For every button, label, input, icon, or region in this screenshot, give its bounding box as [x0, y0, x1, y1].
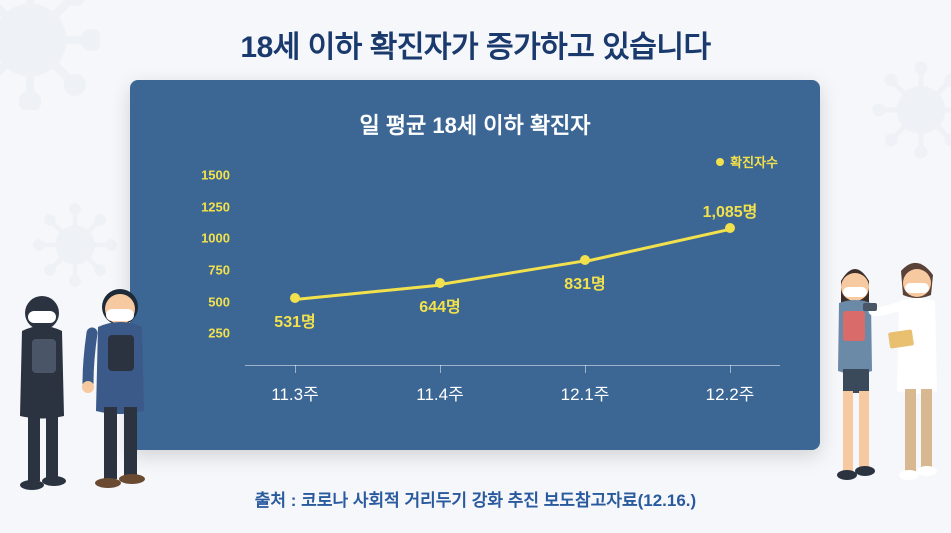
page-title: 18세 이하 확진자가 증가하고 있습니다 — [0, 0, 951, 66]
y-tick-label: 1500 — [201, 168, 230, 183]
y-tick-label: 1000 — [201, 231, 230, 246]
chart-legend: 확진자수 — [716, 152, 778, 171]
plot-region: 531명 644명 831명 1,085명 — [245, 175, 780, 365]
chart-point-label: 531명 — [274, 308, 315, 332]
chart-title: 일 평균 18세 이하 확진자 — [130, 80, 820, 140]
y-axis: 250500750100012501500 — [190, 175, 240, 365]
chart-card: 일 평균 18세 이하 확진자 확진자수 250 500 750 1000 1250 15… — [130, 80, 820, 450]
y-tick-label: 500 — [208, 294, 230, 309]
chart-point — [290, 293, 300, 303]
chart-line-segment — [585, 228, 731, 263]
chart-area: 250500750100012501500 531명644명831명1,085명… — [190, 175, 780, 405]
chart-point — [725, 223, 735, 233]
y-tick-label: 750 — [208, 263, 230, 278]
chart-point-label: 1,085명 — [703, 198, 758, 222]
x-axis: 11.3주 11.4주 12.1주 12.2주 — [245, 365, 780, 405]
legend-label: 확진자수 — [730, 152, 778, 171]
legend-marker — [716, 158, 724, 166]
chart-point — [580, 255, 590, 265]
x-tick-label: 11.4주 — [416, 380, 463, 405]
chart-point — [435, 278, 445, 288]
chart-point-label: 831명 — [564, 270, 605, 294]
x-tick-label: 11.3주 — [271, 380, 318, 405]
virus-decoration — [0, 0, 100, 110]
x-tick-label: 12.1주 — [561, 380, 610, 405]
y-tick-label: 250 — [208, 326, 230, 341]
people-illustration-right — [817, 251, 947, 491]
y-tick-label: 1250 — [201, 199, 230, 214]
virus-decoration — [871, 60, 951, 160]
x-tick-label: 12.2주 — [706, 380, 755, 405]
chart-point-label: 644명 — [419, 293, 460, 317]
people-illustration-left — [0, 271, 192, 491]
